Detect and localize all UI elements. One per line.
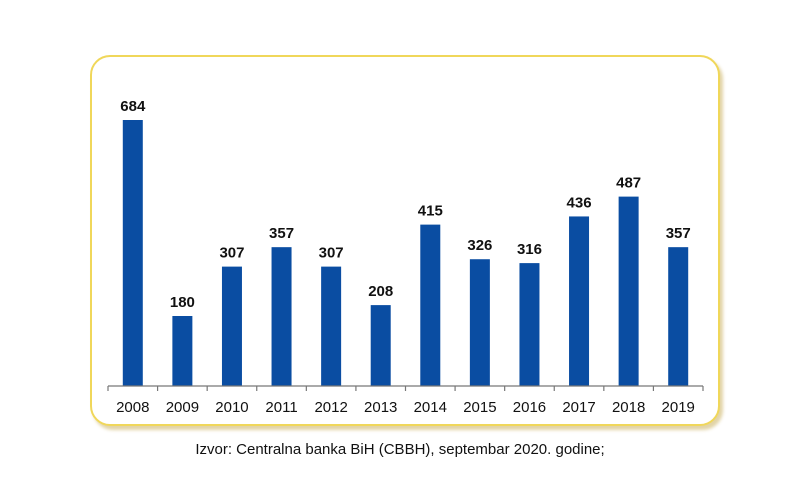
data-label: 307	[219, 245, 244, 262]
data-label: 357	[269, 225, 294, 242]
bar-2019	[668, 247, 689, 386]
source-note: Izvor: Centralna banka BiH (CBBH), septe…	[195, 441, 605, 458]
bar-2010	[221, 266, 242, 386]
x-tick-label: 2015	[463, 399, 496, 416]
data-label: 316	[517, 241, 542, 258]
data-label: 357	[666, 225, 691, 242]
chart-frame	[90, 55, 720, 426]
x-tick-label: 2013	[364, 399, 397, 416]
x-tick-label: 2016	[513, 399, 546, 416]
bar-2009	[172, 316, 193, 386]
x-tick-label: 2008	[116, 399, 149, 416]
x-tick-label: 2010	[215, 399, 248, 416]
x-tick-label: 2014	[414, 399, 447, 416]
bar-2013	[370, 305, 391, 386]
bar-2008	[122, 120, 143, 386]
data-label: 487	[616, 175, 641, 192]
x-tick-label: 2019	[662, 399, 695, 416]
x-tick-label: 2018	[612, 399, 645, 416]
bar-2017	[569, 216, 590, 386]
x-tick-label: 2012	[314, 399, 347, 416]
data-label: 180	[170, 294, 195, 311]
bar-2011	[271, 247, 292, 386]
bar-2014	[420, 224, 441, 386]
x-tick-label: 2009	[166, 399, 199, 416]
x-tick-label: 2017	[562, 399, 595, 416]
data-label: 307	[319, 245, 344, 262]
data-label: 684	[120, 98, 146, 115]
bar-2015	[469, 259, 490, 386]
data-label: 415	[418, 203, 443, 220]
bar-2016	[519, 263, 540, 386]
bar-2018	[618, 196, 639, 386]
data-label: 208	[368, 283, 393, 300]
data-label: 436	[567, 194, 592, 211]
data-label: 326	[467, 237, 492, 254]
x-tick-label: 2011	[265, 399, 297, 416]
bar-2012	[321, 266, 342, 386]
